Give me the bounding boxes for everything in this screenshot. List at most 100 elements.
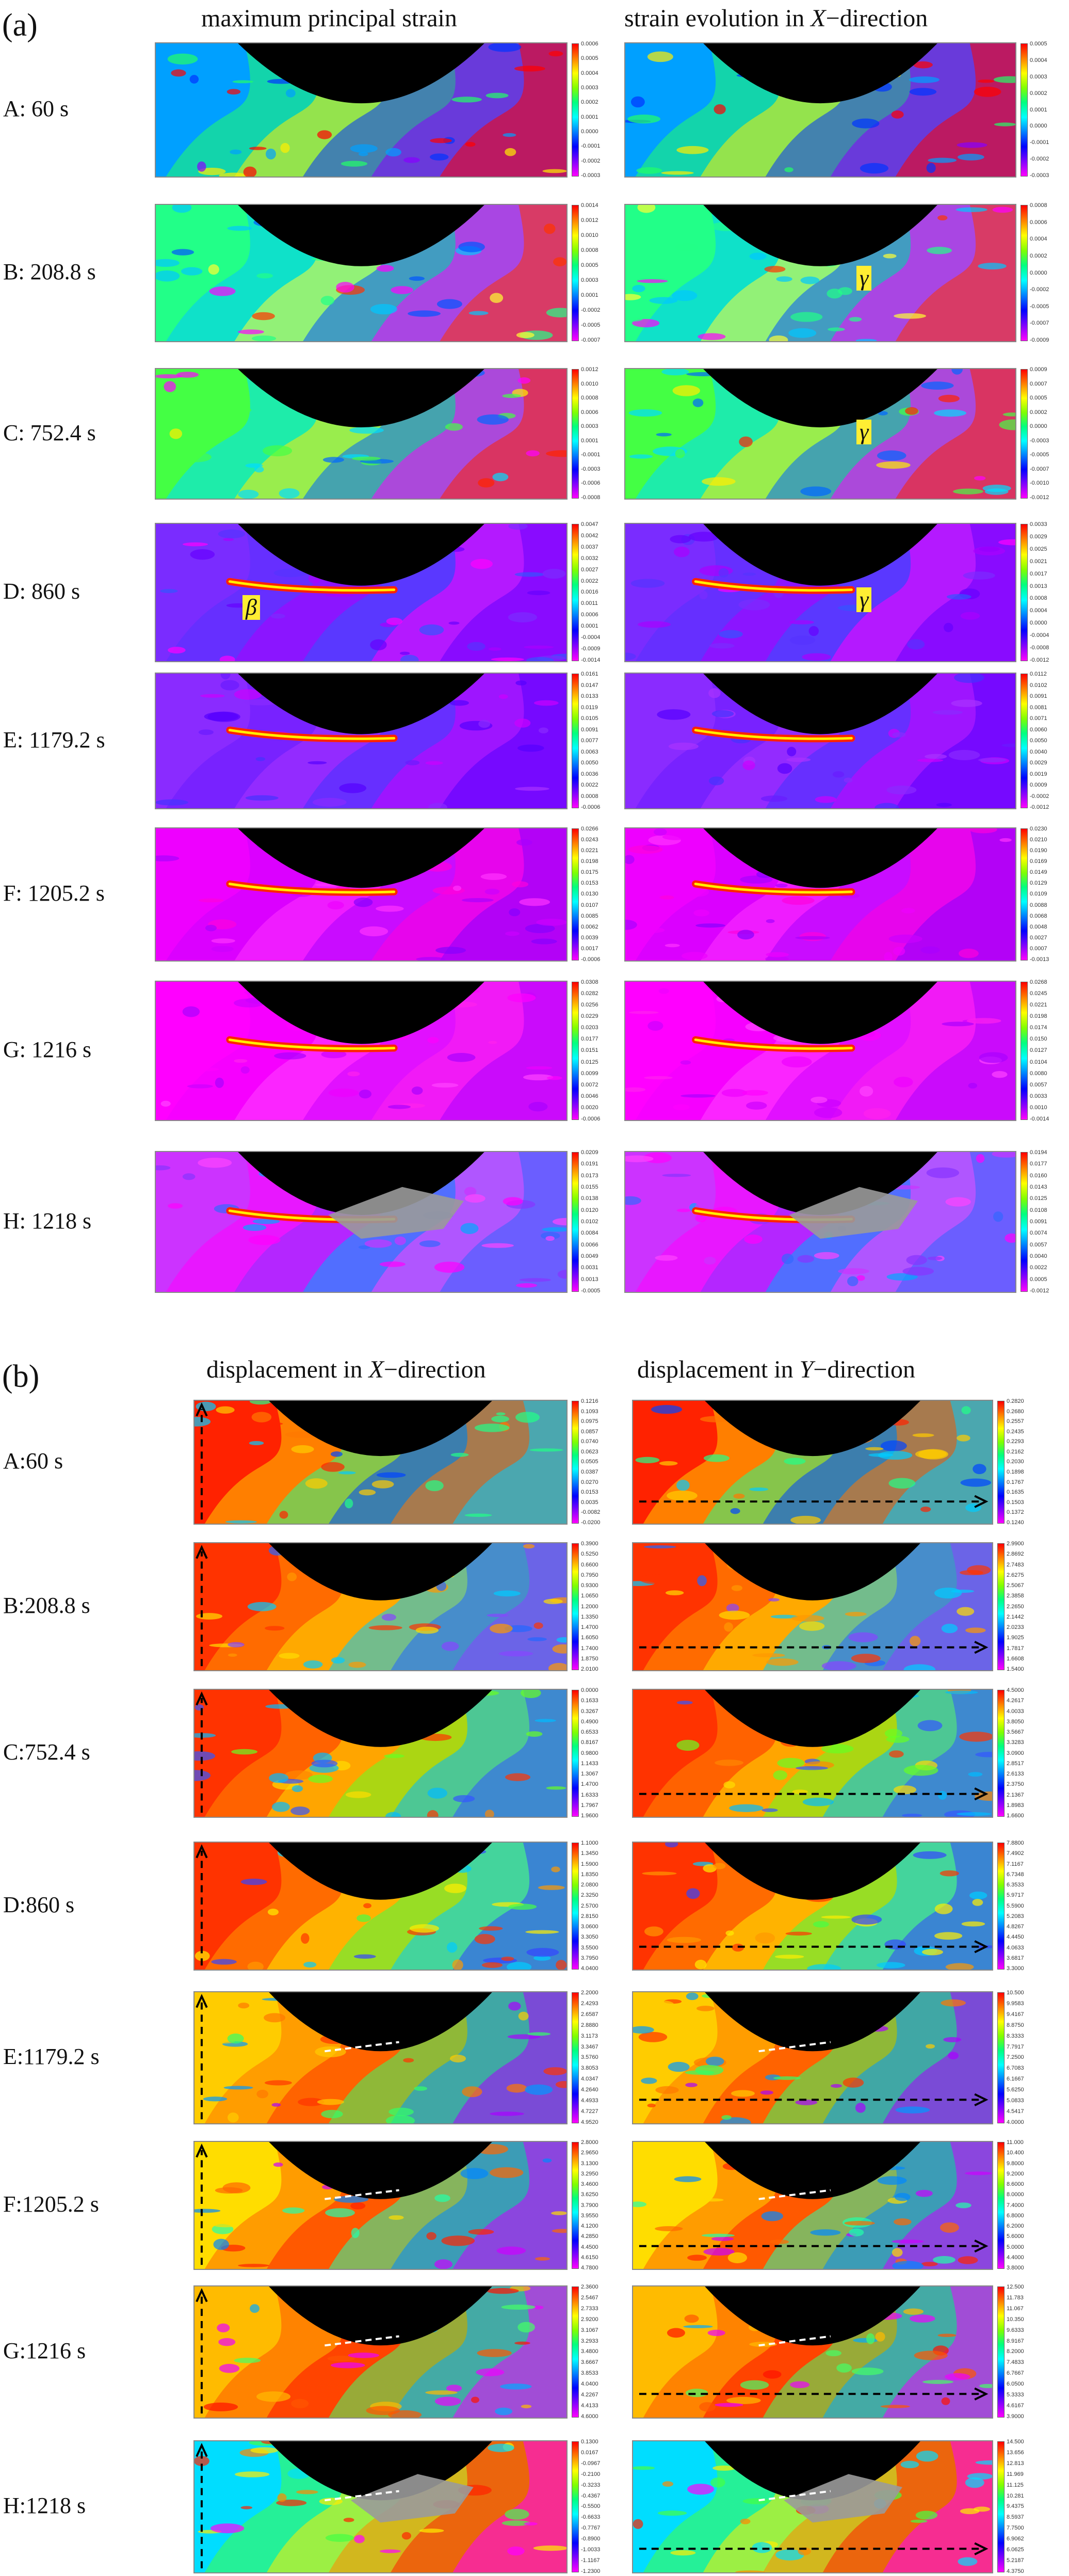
speckle [998,539,1015,546]
field-band [895,369,1015,499]
speckle [552,1644,566,1654]
speckle [471,2396,479,2403]
speckle [777,763,792,774]
colorbar-tick-label: 0.1503 [1007,1499,1024,1506]
speckle [312,797,347,807]
rock-fragment [350,2474,474,2523]
speckle [678,2293,695,2301]
arrow-head [196,1402,208,1417]
indenter-cutout [703,369,937,427]
speckle [845,1612,867,1617]
speckle [909,2314,935,2323]
panel-a-strain-map-left [155,42,568,178]
panel-a-right-colorbar-ticks: 0.0033 0.0029 0.0025 0.0021 0.0017 0.0013 0.00… [1030,522,1049,663]
speckle [521,1690,541,1699]
speckle [508,2002,521,2011]
speckle [776,276,792,282]
colorbar-tick-label: 0.0040 [1030,1253,1047,1259]
panel-b-row-label: B:208.8 s [3,1593,90,1618]
speckle [649,297,678,304]
panel-a-right-colorbar [1021,205,1028,341]
speckle [651,1405,683,1414]
speckle [686,1992,699,2001]
speckle [730,1508,740,1514]
speckle [821,1661,856,1670]
colorbar-tick-label: 0.0071 [1030,715,1047,722]
panel-b-row-label: E:1179.2 s [3,2044,100,2069]
colorbar-tick-label: 1.7400 [581,1645,598,1652]
colorbar-tick-label: 8.5937 [1007,2514,1024,2521]
speckle [538,1885,565,1890]
colorbar-tick-label: 2.3750 [1007,1781,1024,1788]
panel-b-displacement-map-left-field [195,2142,566,2269]
speckle [790,2381,810,2388]
colorbar-tick-label: 4.0033 [1007,1708,1024,1715]
field-band [882,2441,992,2572]
speckle [662,2481,674,2487]
panel-b-displacement-map-left [193,2440,568,2573]
speckle [444,1883,466,1893]
panel-b-left-colorbar [572,2286,579,2418]
colorbar-tick-label: 0.0119 [581,704,598,711]
colorbar-tick-label: 1.9600 [581,1813,598,1819]
speckle [852,118,880,129]
speckle [214,2224,237,2228]
colorbar-tick-label: 0.0198 [581,858,598,865]
speckle [628,409,662,417]
speckle [349,426,384,434]
colorbar-tick-label: -0.3233 [581,2482,601,2488]
speckle [557,1270,566,1279]
colorbar-tick-label: 0.0057 [1030,1081,1047,1088]
speckle [821,1744,854,1754]
speckle [269,1773,289,1783]
speckle [791,1614,824,1622]
panel-a-col-right-heading: strain evolution in X−direction [624,5,928,32]
speckle [657,709,691,720]
speckle [972,1899,983,1906]
speckle [916,2451,938,2462]
colorbar-tick-label: -0.0005 [581,1287,601,1294]
speckle [994,122,1015,126]
speckle [183,109,210,116]
colorbar-tick-label: 0.0002 [1030,90,1047,97]
speckle [529,1448,563,1452]
panel-a-row-label: E: 1179.2 s [3,727,105,753]
colorbar-tick-label: 2.3600 [581,2284,598,2290]
speckle [228,2113,239,2123]
colorbar-tick-label: 2.8692 [1007,1551,1024,1558]
speckle [240,1878,267,1885]
speckle [954,674,984,683]
speckle [766,1658,799,1666]
speckle [353,1954,376,1959]
speckle [725,1930,734,1936]
speckle [932,710,963,715]
speckle [460,1223,479,1234]
speckle [409,1924,439,1933]
colorbar-tick-label: 0.0153 [581,880,598,887]
colorbar-tick-label: 0.0000 [1030,123,1047,130]
speckle [849,2228,864,2236]
colorbar-tick-label: 0.0088 [1030,902,1047,908]
colorbar-tick-label: 1.6333 [581,1791,598,1798]
speckle [359,1090,371,1099]
speckle [903,1664,936,1670]
panel-b-row-label: H:1218 s [3,2493,86,2518]
speckle [795,1766,829,1770]
slip-arrow [325,2490,399,2502]
colorbar-tick-label: 4.1200 [581,2223,598,2229]
panel-a-strain-map-right [624,42,1016,178]
speckle [264,2013,286,2023]
colorbar-tick-label: 4.0400 [581,2381,598,2388]
speckle [836,2363,852,2373]
speckle [875,2332,885,2342]
speckle [474,1934,495,1944]
speckle [744,1235,763,1244]
panel-b-displacement-map-left-field [195,1690,566,1817]
speckle [777,1757,805,1768]
speckle [256,273,273,279]
indenter-cutout [238,982,484,1044]
speckle [832,771,845,778]
colorbar-tick-label: 0.0010 [1030,1104,1047,1111]
speckle [680,1060,691,1065]
speckle [247,1961,264,1970]
